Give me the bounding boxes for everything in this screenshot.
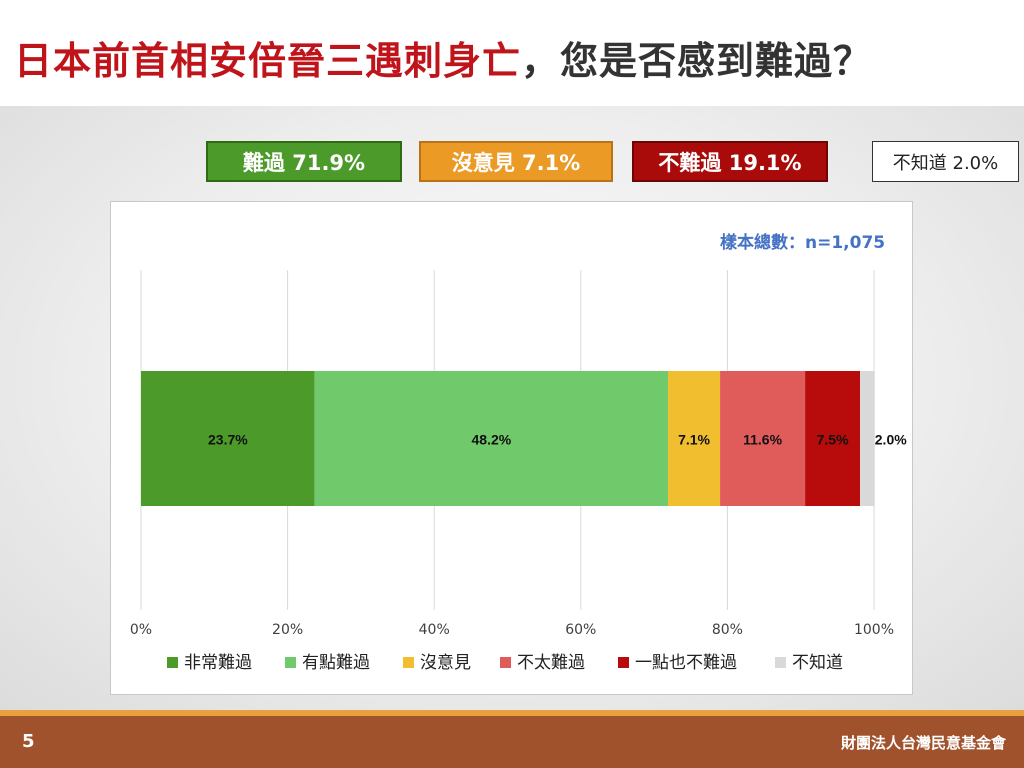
page-title: 日本前首相安倍晉三遇刺身亡，您是否感到難過？ [14,30,872,85]
legend-swatch [618,657,629,668]
data-label: 2.0% [875,432,907,448]
legend-swatch [775,657,786,668]
bar-segment [720,371,806,506]
legend-label: 不太難過 [517,653,585,673]
x-tick-label: 80% [712,622,743,638]
x-tick-label: 60% [565,622,596,638]
data-label: 48.2% [472,432,512,448]
organization-name: 財團法人台灣民意基金會 [840,734,1006,752]
footer: 5 財團法人台灣民意基金會 [0,716,1024,768]
legend-label: 沒意見 [420,653,471,673]
legend-swatch [403,657,414,668]
bar-segment [860,371,875,506]
legend-label: 有點難過 [302,653,370,673]
x-tick-label: 100% [854,622,894,638]
legend-label: 不知道 [792,653,843,673]
bar-segment [668,371,721,506]
x-tick-label: 0% [130,622,152,638]
x-tick-label: 40% [419,622,450,638]
bar-segment [314,371,669,506]
bar-segment [141,371,315,506]
legend-swatch [285,657,296,668]
legend-swatch [167,657,178,668]
data-label: 7.1% [678,432,710,448]
data-label: 11.6% [743,432,782,448]
summary-not-sad-box: 不難過 19.1% [632,141,828,182]
x-tick-label: 20% [272,622,303,638]
stacked-bar-chart: 0% 20% 40% 60% 80% 100% 23.7% 48.2% 7.1% 11.6% 7.5… [130,270,907,673]
footer-stripe [0,710,1024,716]
summary-dont-know-box: 不知道 2.0% [872,141,1019,182]
title-dark-part: ，您是否感到難過？ [521,39,873,83]
legend-swatch [500,657,511,668]
summary-sad-box: 難過 71.9% [206,141,402,182]
chart-panel: 0% 20% 40% 60% 80% 100% 23.7% 48.2% 7.1% 11.6% 7.5… [110,201,913,695]
summary-no-opinion-box: 沒意見 7.1% [419,141,613,182]
sample-size-label: 樣本總數：n=1,075 [720,233,886,253]
data-label: 7.5% [817,432,849,448]
legend-label: 非常難過 [184,653,252,673]
page-number: 5 [22,731,35,752]
legend-label: 一點也不難過 [635,653,737,673]
title-bar: 日本前首相安倍晉三遇刺身亡，您是否感到難過？ [0,0,1024,106]
title-red-part: 日本前首相安倍晉三遇刺身亡 [14,39,522,83]
bar-segment [805,371,861,506]
data-label: 23.7% [208,432,248,448]
